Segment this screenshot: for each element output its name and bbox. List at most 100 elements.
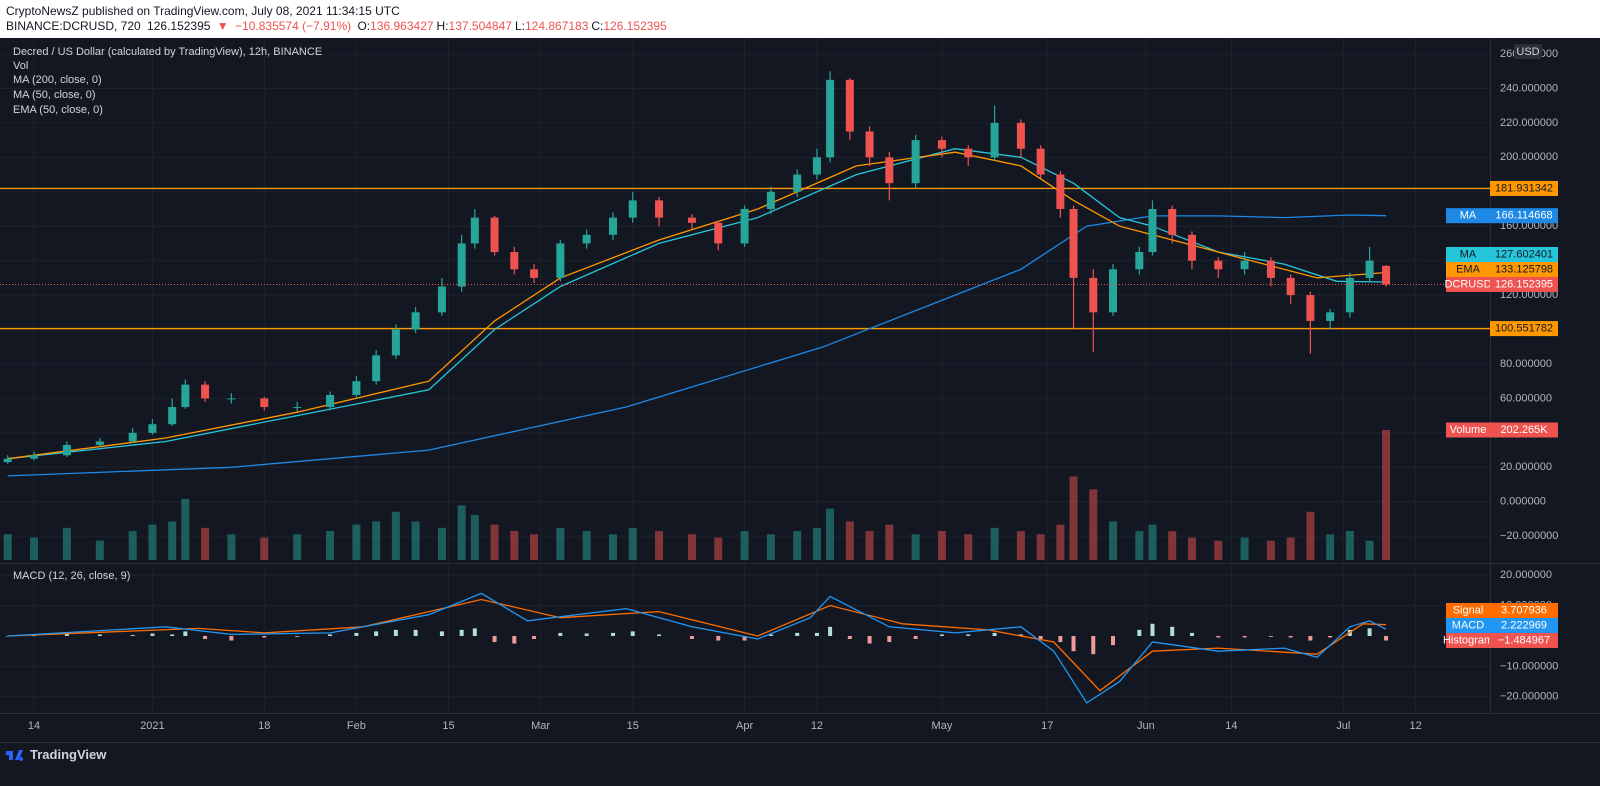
histogram-bar <box>1137 629 1142 636</box>
ohlc: O:136.963427 H:137.504847 L:124.867183 C:12… <box>357 19 669 33</box>
candle-body <box>62 444 71 456</box>
ohlc-key: L: <box>514 19 525 33</box>
volume-bar <box>457 505 466 560</box>
x-tick-label: 14 <box>1225 720 1237 732</box>
histogram-bar <box>689 635 694 639</box>
histogram-bar <box>439 631 444 636</box>
ohlc-key: C: <box>591 19 604 33</box>
histogram-bar <box>374 631 379 636</box>
candle-body <box>1135 252 1144 270</box>
candle-body <box>845 79 854 132</box>
macd-tag-box <box>1446 617 1490 633</box>
ma-tag-value: 166.114668 <box>1495 210 1552 222</box>
x-tick-label: 15 <box>442 720 454 732</box>
candle-body <box>1240 260 1249 270</box>
candle-body <box>1306 295 1315 321</box>
ma-tag-box <box>1446 246 1490 262</box>
histogram-bar <box>295 635 300 637</box>
histogram-bar <box>1367 628 1372 636</box>
candle-body <box>1187 234 1196 261</box>
histogram-bar <box>939 634 944 636</box>
header: CryptoNewsZ published on TradingView.com… <box>0 0 1600 38</box>
volume-bar <box>1345 531 1354 560</box>
histogram-bar <box>1058 635 1063 643</box>
y-tick-label: 120.000000 <box>1500 289 1558 301</box>
candle-body <box>3 458 12 463</box>
macd-tag-name: MACD <box>1452 619 1484 631</box>
last-price-tag-value: 126.152395 <box>1495 278 1553 290</box>
volume-bar <box>62 527 71 560</box>
volume-bar <box>128 531 137 560</box>
level-tag <box>1490 180 1558 196</box>
histogram-bar <box>966 634 971 636</box>
volume-bar <box>1382 430 1391 560</box>
candle-body <box>1345 277 1354 313</box>
x-tick-label: May <box>932 720 953 732</box>
macd-tag-name: Signal <box>1453 604 1484 616</box>
candle-body <box>128 432 137 442</box>
volume-bar <box>437 527 446 560</box>
histogram-bar <box>262 635 267 638</box>
histogram-bar <box>610 632 615 636</box>
volume-bar <box>812 527 821 560</box>
volume-bar <box>470 515 479 560</box>
ma-tag-name: MA <box>1460 248 1477 260</box>
volume-bar <box>628 527 637 560</box>
x-tick-label: Feb <box>347 720 366 732</box>
histogram-bar <box>492 635 497 643</box>
candle-body <box>556 243 565 278</box>
volume-bar <box>1069 476 1078 560</box>
volume-bar <box>352 524 361 560</box>
candle-body <box>1168 208 1177 235</box>
candle-body <box>826 79 835 158</box>
histogram-bar <box>1071 635 1076 652</box>
histogram-bar <box>814 632 819 636</box>
last-price-tag-box <box>1446 276 1490 292</box>
candle-body <box>95 441 104 445</box>
volume-bar <box>1365 540 1374 560</box>
candle-body <box>1016 122 1025 149</box>
legend-volume: Vol <box>13 60 28 72</box>
candle-body <box>1266 260 1275 278</box>
candle-body <box>391 329 400 356</box>
histogram-bar <box>183 631 188 636</box>
histogram-bar <box>1038 635 1043 639</box>
candle-body <box>812 157 821 175</box>
volume-bar <box>1168 531 1177 560</box>
symbol: BINANCE:DCRUSD, 720 <box>6 19 141 33</box>
candle-body <box>490 217 499 253</box>
last-price: 126.152395 <box>147 19 211 33</box>
histogram-bar <box>1268 635 1273 637</box>
moving-average <box>7 151 1387 460</box>
candle-body <box>608 217 617 235</box>
volume-tag-value: 202.265K <box>1500 424 1548 436</box>
volume-bar <box>227 534 236 560</box>
histogram-bar <box>354 632 359 636</box>
histogram-bar <box>867 635 872 644</box>
x-tick-label: Mar <box>531 720 550 732</box>
histogram-tag-box <box>1446 632 1490 648</box>
candle-body <box>1382 265 1391 285</box>
x-tick-label: Jun <box>1137 720 1155 732</box>
histogram-bar <box>584 633 589 636</box>
change: −10.835574 (−7.91%) <box>235 19 352 33</box>
chart-title: Decred / US Dollar (calculated by Tradin… <box>13 46 322 58</box>
macd-tag-value-box <box>1490 602 1558 618</box>
ma-tag-box <box>1446 208 1490 224</box>
y-tick-label: −20.000000 <box>1500 530 1558 542</box>
histogram-bar <box>472 628 477 636</box>
histogram-bar <box>130 635 135 636</box>
volume-bar <box>1016 531 1025 560</box>
legend-overlay: MA (200, close, 0) <box>13 74 102 86</box>
currency-box <box>1514 44 1542 59</box>
volume-bar <box>845 521 854 560</box>
last-price-tag-value-box <box>1490 276 1558 292</box>
volume-bar <box>1148 524 1157 560</box>
ma-tag-box <box>1446 261 1490 277</box>
ohlc-value: 126.152395 <box>603 19 667 33</box>
ohlc-key: H: <box>436 19 449 33</box>
y-tick-label: 240.000000 <box>1500 82 1558 94</box>
x-tick-label: 18 <box>258 720 270 732</box>
candle-body <box>470 217 479 244</box>
histogram-bar <box>992 632 997 636</box>
